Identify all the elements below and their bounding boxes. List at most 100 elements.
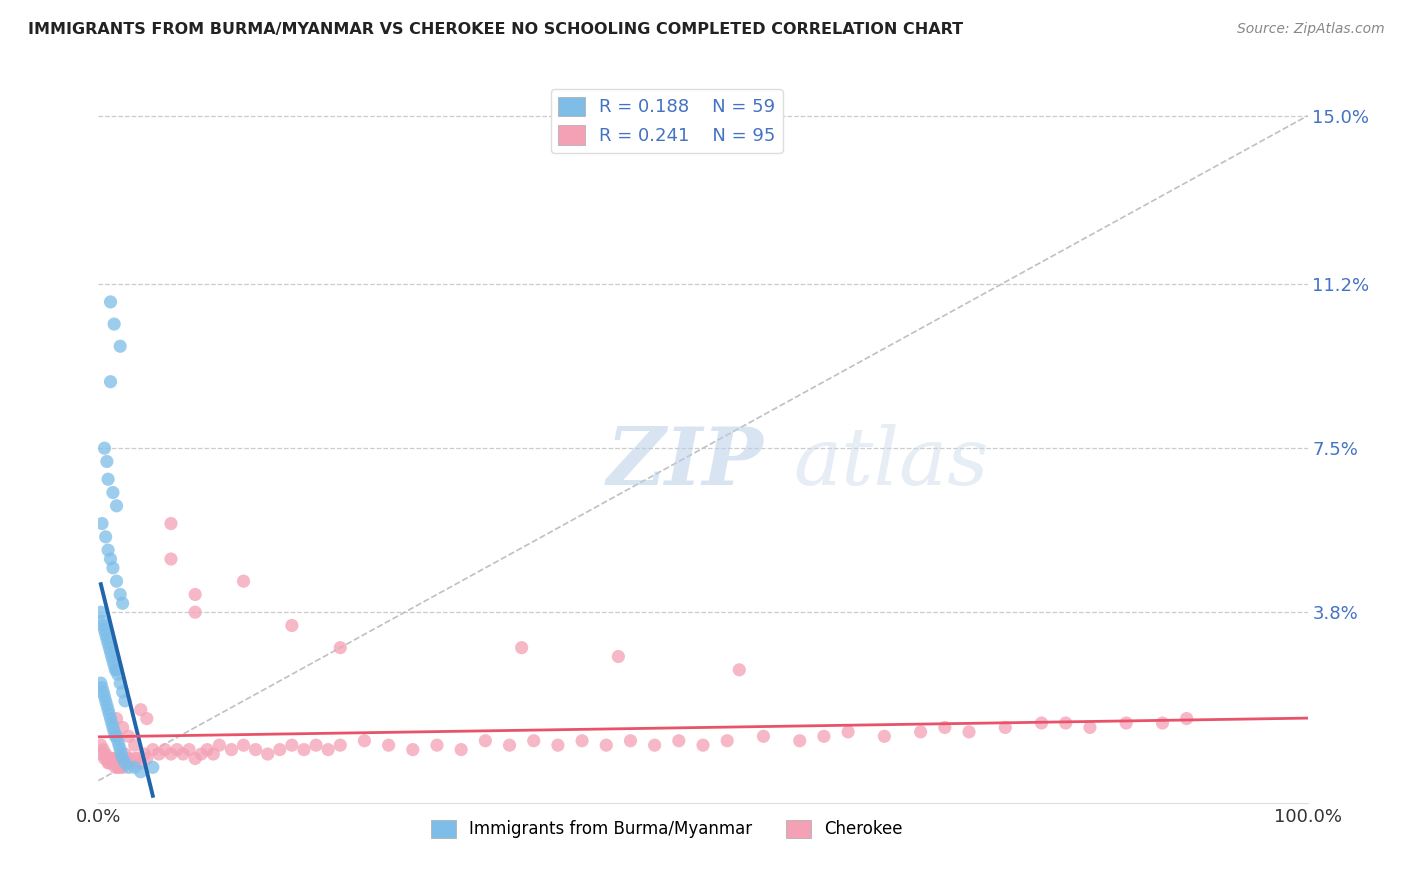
Point [728, 663, 751, 677]
Point [101, 485, 124, 500]
Point [98, 756, 121, 770]
Text: atlas: atlas [793, 425, 988, 502]
Point [94, 530, 117, 544]
Point [100, 294, 122, 309]
Point [134, 747, 156, 761]
Point [90, 676, 112, 690]
Point [402, 742, 425, 756]
Point [523, 733, 546, 747]
Point [105, 756, 128, 770]
Point [108, 676, 131, 690]
Point [172, 747, 194, 761]
Point [910, 724, 932, 739]
Point [166, 742, 188, 756]
Point [110, 747, 132, 761]
Point [957, 724, 980, 739]
Point [256, 747, 278, 761]
Point [195, 742, 218, 756]
Point [716, 733, 738, 747]
Point [91, 516, 114, 531]
Point [184, 605, 207, 619]
Point [96, 454, 118, 468]
Point [127, 751, 149, 765]
Point [97, 636, 120, 650]
Point [305, 738, 328, 752]
Point [107, 667, 129, 681]
Point [101, 654, 124, 668]
Point [153, 742, 176, 756]
Point [108, 756, 131, 770]
Point [135, 712, 157, 726]
Point [692, 738, 714, 752]
Point [547, 738, 569, 752]
Point [232, 738, 254, 752]
Point [94, 694, 117, 708]
Text: IMMIGRANTS FROM BURMA/MYANMAR VS CHEROKEE NO SCHOOLING COMPLETED CORRELATION CHA: IMMIGRANTS FROM BURMA/MYANMAR VS CHEROKE… [28, 22, 963, 37]
Point [245, 742, 267, 756]
Point [100, 375, 122, 389]
Point [269, 742, 291, 756]
Point [91, 747, 114, 761]
Point [103, 317, 125, 331]
Point [1175, 712, 1198, 726]
Point [104, 760, 127, 774]
Point [90, 605, 112, 619]
Point [124, 760, 146, 774]
Point [103, 751, 125, 765]
Point [104, 663, 127, 677]
Point [105, 499, 128, 513]
Point [101, 561, 124, 575]
Point [934, 721, 956, 735]
Point [98, 640, 121, 655]
Point [110, 756, 132, 770]
Point [100, 751, 122, 765]
Point [329, 738, 352, 752]
Text: Source: ZipAtlas.com: Source: ZipAtlas.com [1237, 22, 1385, 37]
Point [105, 712, 128, 726]
Point [94, 627, 117, 641]
Point [377, 738, 399, 752]
Point [111, 596, 134, 610]
Point [208, 738, 231, 752]
Point [142, 742, 165, 756]
Point [510, 640, 533, 655]
Point [100, 716, 122, 731]
Point [292, 742, 315, 756]
Point [105, 574, 128, 589]
Point [571, 733, 593, 747]
Point [474, 733, 496, 747]
Point [91, 685, 114, 699]
Point [91, 618, 114, 632]
Point [148, 747, 170, 761]
Point [93, 690, 115, 704]
Point [789, 733, 811, 747]
Point [160, 552, 183, 566]
Point [190, 747, 212, 761]
Point [668, 733, 690, 747]
Legend: Immigrants from Burma/Myanmar, Cherokee: Immigrants from Burma/Myanmar, Cherokee [425, 813, 910, 845]
Point [1031, 716, 1053, 731]
Point [98, 707, 121, 722]
Point [108, 587, 131, 601]
Point [142, 760, 165, 774]
Point [107, 733, 129, 747]
Point [221, 742, 243, 756]
Point [202, 747, 225, 761]
Point [426, 738, 449, 752]
Point [105, 729, 128, 743]
Point [837, 724, 859, 739]
Point [97, 472, 120, 486]
Point [108, 742, 131, 756]
Point [94, 747, 117, 761]
Point [93, 623, 115, 637]
Point [105, 663, 128, 677]
Point [111, 760, 134, 774]
Point [97, 756, 120, 770]
Point [179, 742, 201, 756]
Point [873, 729, 896, 743]
Point [103, 658, 125, 673]
Point [108, 760, 131, 774]
Point [100, 751, 122, 765]
Point [994, 721, 1017, 735]
Point [107, 760, 129, 774]
